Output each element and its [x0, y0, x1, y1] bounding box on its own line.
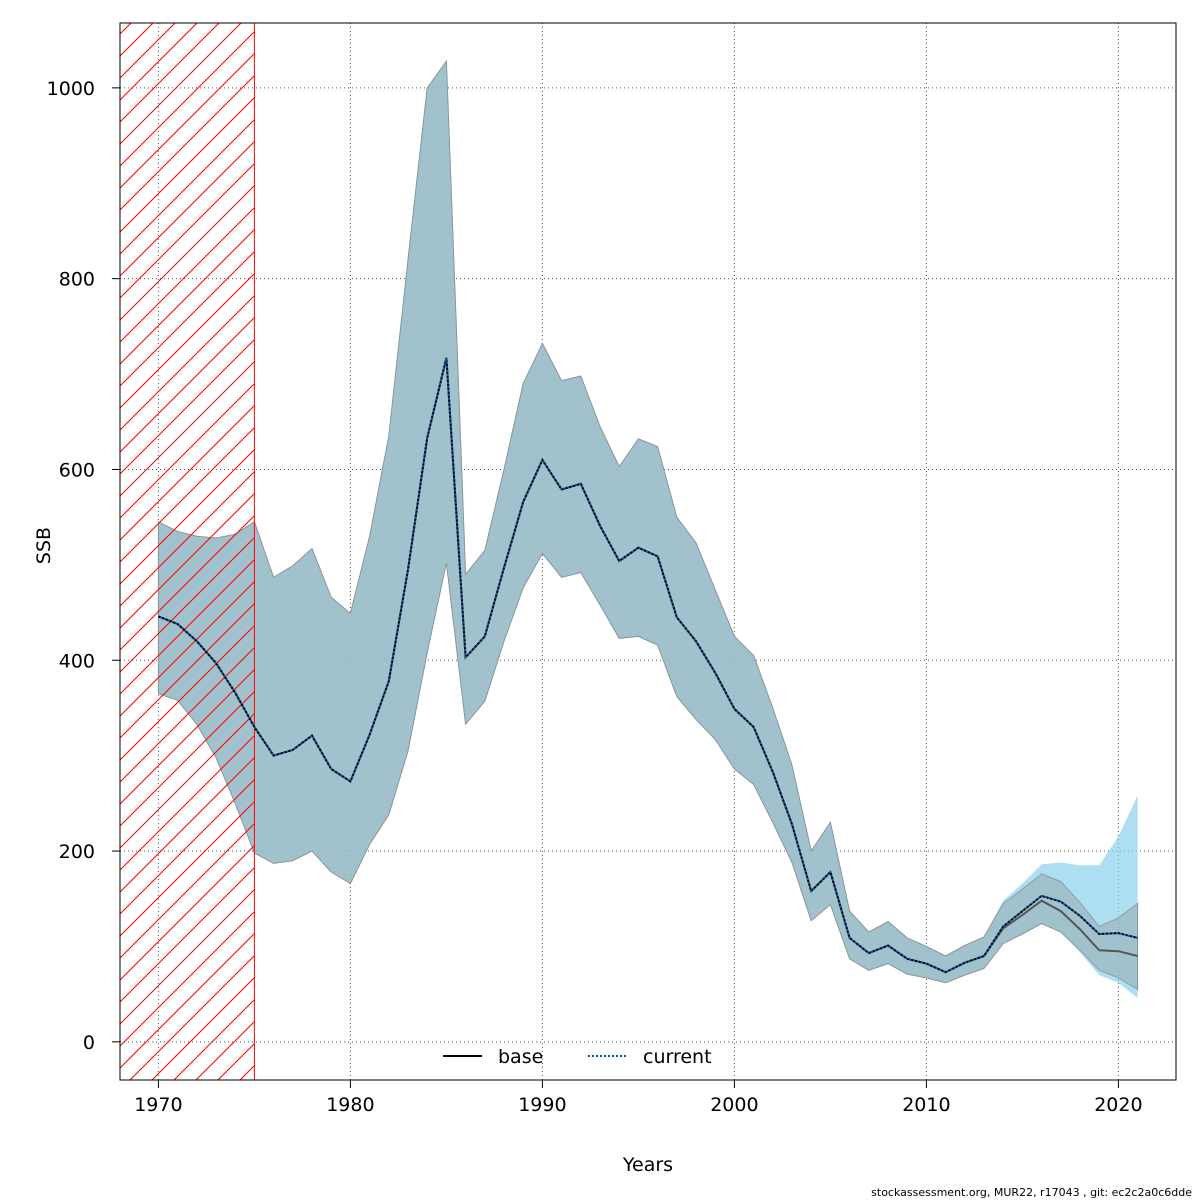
y-tick-label: 1000: [47, 78, 95, 100]
legend: base current: [443, 1046, 712, 1068]
x-tick-label: 1970: [134, 1094, 182, 1116]
grid-lines: [120, 23, 1176, 1080]
legend-base-label: base: [498, 1046, 543, 1068]
axes: 1970 1980 1990 2000 2010 2020 0 200 400 600 800 100…: [47, 78, 1143, 1116]
y-tick-label: 200: [59, 841, 95, 863]
footer-credit: stockassessment.org, MUR22, r17043 , git…: [871, 1186, 1192, 1199]
x-tick-label: 1990: [518, 1094, 566, 1116]
x-tick-label: 2010: [902, 1094, 950, 1116]
plot-frame: [119, 22, 1177, 1081]
x-axis-title: Years: [622, 1154, 673, 1176]
y-axis-title: SSB: [33, 527, 55, 564]
y-tick-label: 600: [59, 459, 95, 481]
series-lines: [158, 357, 1138, 974]
x-tick-label: 2000: [710, 1094, 758, 1116]
current-line: [158, 357, 1138, 974]
legend-current-label: current: [643, 1046, 712, 1068]
current-band-overlay: [158, 61, 1138, 998]
base-band: [157, 59, 1139, 991]
confidence-bands: [157, 59, 1139, 998]
y-tick-label: 400: [59, 650, 95, 672]
hatched-period: [119, 22, 255, 1081]
y-tick-label: 0: [83, 1032, 95, 1054]
y-tick-label: 800: [59, 269, 95, 291]
current-line-accent: [158, 357, 1138, 974]
x-tick-label: 1980: [326, 1094, 374, 1116]
x-tick-label: 2020: [1094, 1094, 1142, 1116]
hatched-region: [119, 22, 255, 1081]
